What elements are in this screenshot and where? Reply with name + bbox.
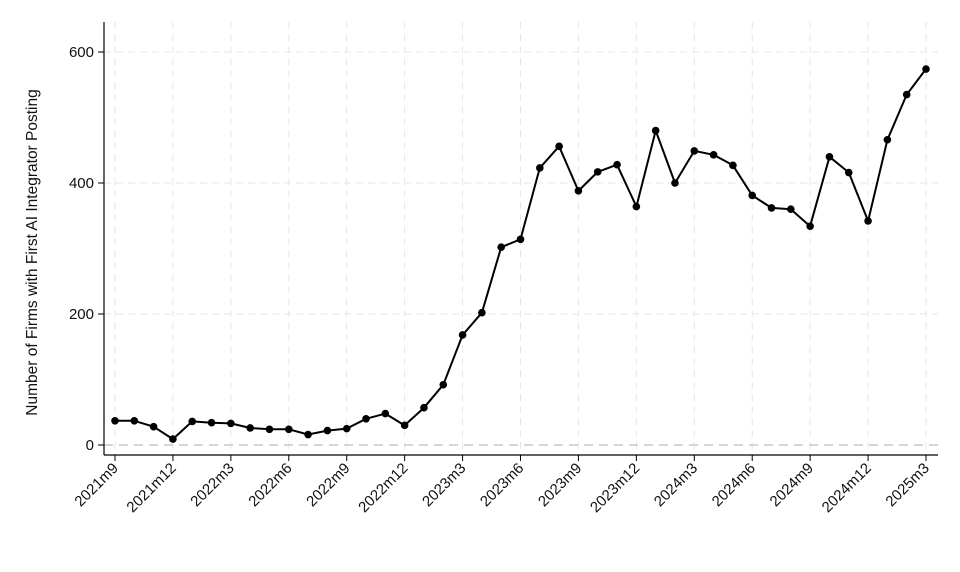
data-point	[922, 65, 930, 73]
data-point	[111, 416, 119, 425]
data-point	[748, 191, 757, 200]
data-points	[111, 65, 930, 443]
data-point	[690, 147, 699, 155]
y-tick-label: 0	[86, 437, 94, 454]
data-point	[478, 308, 486, 317]
data-point	[671, 179, 679, 187]
data-point	[246, 424, 254, 432]
data-point	[729, 161, 737, 170]
x-tick-label: 2022m6	[245, 460, 295, 510]
y-tick-label: 600	[69, 44, 94, 61]
data-point	[458, 331, 467, 339]
data-point	[207, 418, 216, 427]
data-point	[825, 153, 834, 161]
x-tick-label: 2021m12	[123, 460, 179, 516]
data-point	[574, 187, 583, 195]
data-point	[864, 217, 872, 225]
y-tick-label: 400	[69, 175, 94, 192]
data-point	[265, 425, 274, 434]
x-tick-label: 2023m6	[477, 460, 527, 510]
data-point	[516, 235, 525, 244]
data-point	[709, 151, 718, 159]
data-point	[767, 204, 776, 212]
y-axis-title: Number of Firms with First AI Integrator…	[24, 89, 41, 415]
data-point	[613, 160, 621, 169]
data-point	[227, 419, 235, 428]
x-axis-ticks: 2021m9 2021m12 2022m3 2022m6 2022m9 2022m12 20…	[71, 455, 933, 516]
data-point	[497, 243, 505, 251]
data-point	[651, 126, 660, 135]
x-tick-label: 2024m9	[767, 460, 817, 510]
data-point	[169, 435, 177, 443]
x-tick-label: 2022m12	[355, 460, 411, 516]
x-tick-label: 2024m12	[819, 460, 875, 516]
data-point	[420, 403, 428, 412]
data-point	[536, 164, 544, 172]
data-point	[400, 421, 409, 430]
x-tick-label: 2023m9	[535, 460, 585, 510]
x-tick-label: 2022m3	[187, 460, 237, 510]
data-point	[130, 416, 139, 425]
data-point	[439, 380, 448, 389]
grid-lines	[104, 22, 938, 455]
x-tick-label: 2023m3	[419, 460, 469, 510]
data-point	[902, 90, 911, 99]
data-point	[323, 426, 332, 435]
data-point	[632, 202, 641, 211]
data-point	[342, 424, 351, 433]
data-point	[149, 422, 158, 431]
x-tick-label: 2024m6	[709, 460, 759, 510]
x-tick-label: 2022m9	[303, 460, 353, 510]
x-tick-label: 2025m3	[882, 460, 932, 510]
data-point	[883, 135, 892, 144]
x-tick-label: 2024m3	[651, 460, 701, 510]
data-point	[844, 168, 853, 177]
data-point	[806, 222, 814, 231]
x-tick-label: 2021m9	[71, 460, 121, 510]
data-point	[381, 409, 390, 418]
y-tick-label: 200	[69, 306, 94, 323]
data-point	[787, 205, 795, 213]
y-axis-ticks: 0 200 400 600	[69, 44, 104, 454]
data-point	[188, 417, 197, 426]
data-point	[555, 142, 563, 151]
data-point	[593, 168, 602, 176]
x-tick-label: 2023m12	[587, 460, 643, 516]
data-point	[362, 415, 370, 423]
data-point	[304, 430, 312, 439]
data-point	[284, 425, 293, 434]
